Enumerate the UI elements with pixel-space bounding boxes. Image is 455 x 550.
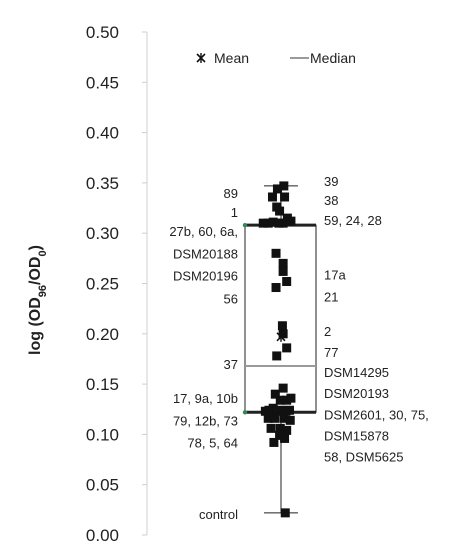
data-points [258, 181, 296, 518]
data-point [270, 413, 280, 423]
point-label-left: DSM20188 [173, 246, 238, 261]
y-tick-label: 0.00 [86, 526, 119, 545]
point-label-left: DSM20196 [173, 268, 238, 283]
data-point [280, 433, 290, 443]
y-axis-label-sub1: 96 [37, 285, 49, 297]
box-and-whiskers [242, 185, 317, 514]
data-point [266, 423, 276, 433]
y-tick-label: 0.30 [86, 224, 119, 243]
data-point [268, 217, 278, 227]
point-annotations: 89 1 27b, 60, 6a, DSM20188 DSM20196 56 37 17, 9… [169, 174, 428, 522]
data-point [280, 192, 290, 202]
point-label-right: DSM14295 [324, 365, 389, 380]
data-point [271, 283, 281, 293]
point-label-right: 39 [324, 174, 338, 189]
y-tick-labels: 0.00 0.05 0.10 0.15 0.20 0.25 0.30 0.35 0.40 0.45… [86, 23, 119, 545]
data-point [275, 395, 285, 405]
data-point [278, 329, 288, 339]
data-point [258, 218, 268, 228]
data-point [285, 405, 295, 415]
data-point [270, 389, 280, 399]
point-label-left: 89 [224, 186, 238, 201]
data-point [278, 383, 288, 393]
data-point [275, 423, 285, 433]
data-point [282, 276, 292, 286]
y-axis-label-sub2: 0 [37, 250, 49, 256]
data-point [271, 248, 281, 258]
data-point [280, 508, 290, 518]
legend: Mean Median [196, 50, 356, 66]
data-point [278, 218, 288, 228]
y-axis-label-main: log (OD [27, 297, 44, 355]
y-tick-label: 0.05 [86, 476, 119, 495]
y-tick-label: 0.20 [86, 325, 119, 344]
point-label-left: 27b, 60, 6a, [169, 224, 238, 239]
y-tick-label: 0.10 [86, 425, 119, 444]
y-axis-label-mid: /OD [27, 256, 44, 284]
y-axis-label-end: ) [27, 245, 44, 250]
y-tick-label: 0.40 [86, 124, 119, 143]
legend-median-label: Median [310, 50, 356, 66]
point-label-right: 17a [324, 267, 346, 282]
data-point [276, 405, 286, 415]
y-axis-label: log (OD96/OD0) [27, 245, 49, 355]
point-label-right: 21 [324, 290, 338, 305]
point-label-right: 58, DSM5625 [324, 450, 404, 465]
data-point [278, 258, 288, 268]
y-axis [142, 31, 148, 536]
point-label-left: 17, 9a, 10b [173, 391, 238, 406]
point-label-left: 56 [224, 292, 238, 307]
data-point [282, 343, 292, 353]
data-point [267, 192, 277, 202]
data-point [275, 430, 285, 440]
point-label-left: 79, 12b, 73 [173, 413, 238, 428]
point-label-right: 59, 24, 28 [324, 213, 382, 228]
data-point [269, 437, 279, 447]
point-label-right: DSM20193 [324, 386, 389, 401]
data-point [272, 184, 282, 194]
data-point [272, 351, 282, 361]
data-point [277, 321, 287, 331]
y-tick-label: 0.25 [86, 275, 119, 294]
point-label-left: 78, 5, 64 [187, 435, 238, 450]
y-tick-label: 0.35 [86, 174, 119, 193]
y-tick-label: 0.50 [86, 23, 119, 42]
point-label-right: 2 [324, 324, 331, 339]
point-label-left: 1 [231, 205, 238, 220]
legend-mean-marker [196, 53, 206, 63]
q1-marker [242, 410, 248, 415]
data-point [279, 413, 289, 423]
point-label-right: DSM2601, 30, 75, [324, 407, 429, 422]
legend-mean-label: Mean [214, 50, 249, 66]
data-point [286, 216, 296, 226]
y-tick-label: 0.15 [86, 375, 119, 394]
data-point [275, 206, 285, 216]
data-point [263, 218, 273, 228]
y-tick-label: 0.45 [86, 73, 119, 92]
data-point [278, 266, 288, 276]
data-point [285, 415, 295, 425]
point-label-right: 38 [324, 193, 338, 208]
q3-marker [242, 222, 248, 228]
point-label-left: 37 [224, 357, 238, 372]
data-point [263, 413, 273, 423]
point-label-right: 77 [324, 345, 338, 360]
data-point [279, 181, 289, 191]
data-point [286, 393, 296, 403]
data-point [282, 425, 292, 435]
point-label-right: DSM15878 [324, 428, 389, 443]
point-label-left: control [199, 507, 238, 522]
